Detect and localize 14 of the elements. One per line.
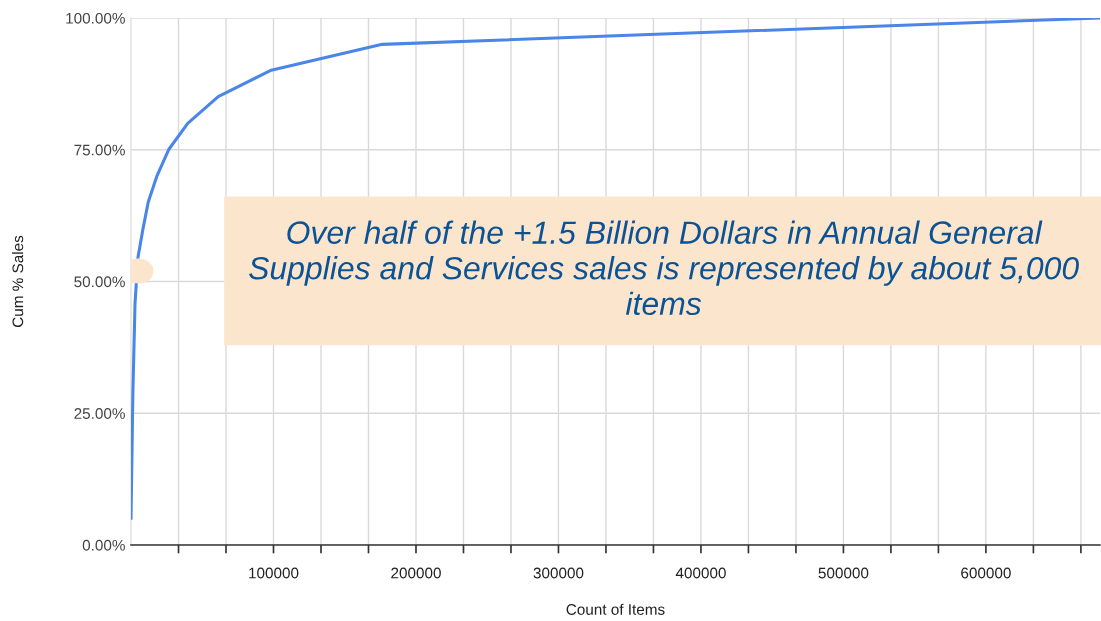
x-tick-label: 300000 xyxy=(533,567,584,579)
x-tick-label: 200000 xyxy=(391,567,441,579)
y-tick-label: 50.00% xyxy=(74,276,125,288)
y-tick-label: 0.00% xyxy=(82,539,125,551)
x-tick-label: 100000 xyxy=(249,567,299,579)
y-tick-label: 100.00% xyxy=(66,12,125,24)
x-tick-label: 600000 xyxy=(961,567,1011,579)
x-tick-label: 400000 xyxy=(675,567,726,579)
x-axis-title: Count of Items xyxy=(566,603,665,615)
x-tick-label: 500000 xyxy=(818,567,869,579)
annotation: Over half of the +1.5 Billion Dollars in Annual General Supplies and Services sales is represented by about 5,000 items xyxy=(249,220,1079,316)
y-tick-label: 25.00% xyxy=(74,408,125,419)
y-tick-label: 75.00% xyxy=(74,144,125,156)
y-axis-title: Cum % Sales xyxy=(12,235,24,327)
